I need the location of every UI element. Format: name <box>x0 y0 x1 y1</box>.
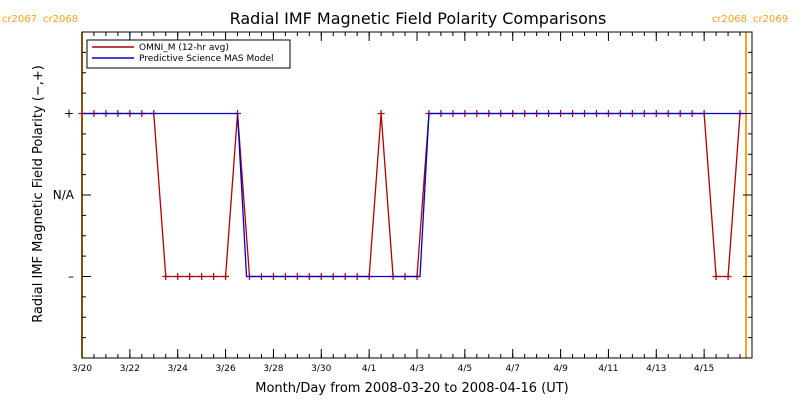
legend: OMNI_M (12-hr avg)Predictive Science MAS… <box>86 39 291 69</box>
x-tick-label: 3/22 <box>120 364 140 374</box>
x-tick-label: 3/26 <box>215 364 235 374</box>
data-point <box>712 273 720 280</box>
y-tick-label: N/A <box>53 188 75 202</box>
legend-entry-label: Predictive Science MAS Model <box>139 54 274 64</box>
series-line <box>82 112 747 278</box>
x-tick-label: 3/24 <box>168 364 188 374</box>
x-tick-label: 3/20 <box>72 364 92 374</box>
x-tick-label: 3/30 <box>311 364 331 374</box>
y-axis-label: Radial IMF Magnetic Field Polarity (−,+) <box>31 65 46 323</box>
data-point <box>377 110 385 117</box>
series-omni <box>78 110 744 280</box>
x-tick-label: 4/1 <box>362 364 376 374</box>
legend-entry-label: OMNI_M (12-hr avg) <box>139 43 229 53</box>
x-tick-label: 4/5 <box>458 364 472 374</box>
data-point <box>222 273 230 280</box>
carrington-label: cr2069 <box>753 14 788 25</box>
data-point <box>724 273 732 280</box>
y-tick-label: – <box>68 270 74 284</box>
series-mas-model <box>82 112 747 278</box>
carrington-label: cr2067 <box>2 14 37 25</box>
series-line <box>82 112 741 278</box>
x-tick-label: 4/11 <box>598 364 618 374</box>
x-tick-label: 3/28 <box>263 364 283 374</box>
x-tick-label: 4/3 <box>410 364 424 374</box>
chart-title: Radial IMF Magnetic Field Polarity Compa… <box>230 9 607 28</box>
legend-box <box>86 39 291 69</box>
x-axis-label: Month/Day from 2008-03-20 to 2008-04-16 … <box>255 381 568 396</box>
data-point <box>186 273 194 280</box>
data-point <box>174 273 182 280</box>
data-point <box>210 273 218 280</box>
x-tick-label: 4/13 <box>646 364 666 374</box>
data-point <box>162 273 170 280</box>
axis-ticks: 3/20 3/22 3/24 3/26 3/28 3/30 4/1 4/3 4/5 4/7 4/9 4… <box>53 31 753 374</box>
x-tick-label: 4/9 <box>553 364 568 374</box>
data-point <box>198 273 206 280</box>
carrington-label: cr2068 <box>712 14 747 25</box>
plot-frame <box>81 31 753 359</box>
x-tick-label: 4/7 <box>505 364 519 374</box>
carrington-label: cr2068 <box>43 14 78 25</box>
y-tick-label: + <box>64 107 74 121</box>
series-layer <box>78 110 747 280</box>
x-tick-label: 4/15 <box>694 364 714 374</box>
